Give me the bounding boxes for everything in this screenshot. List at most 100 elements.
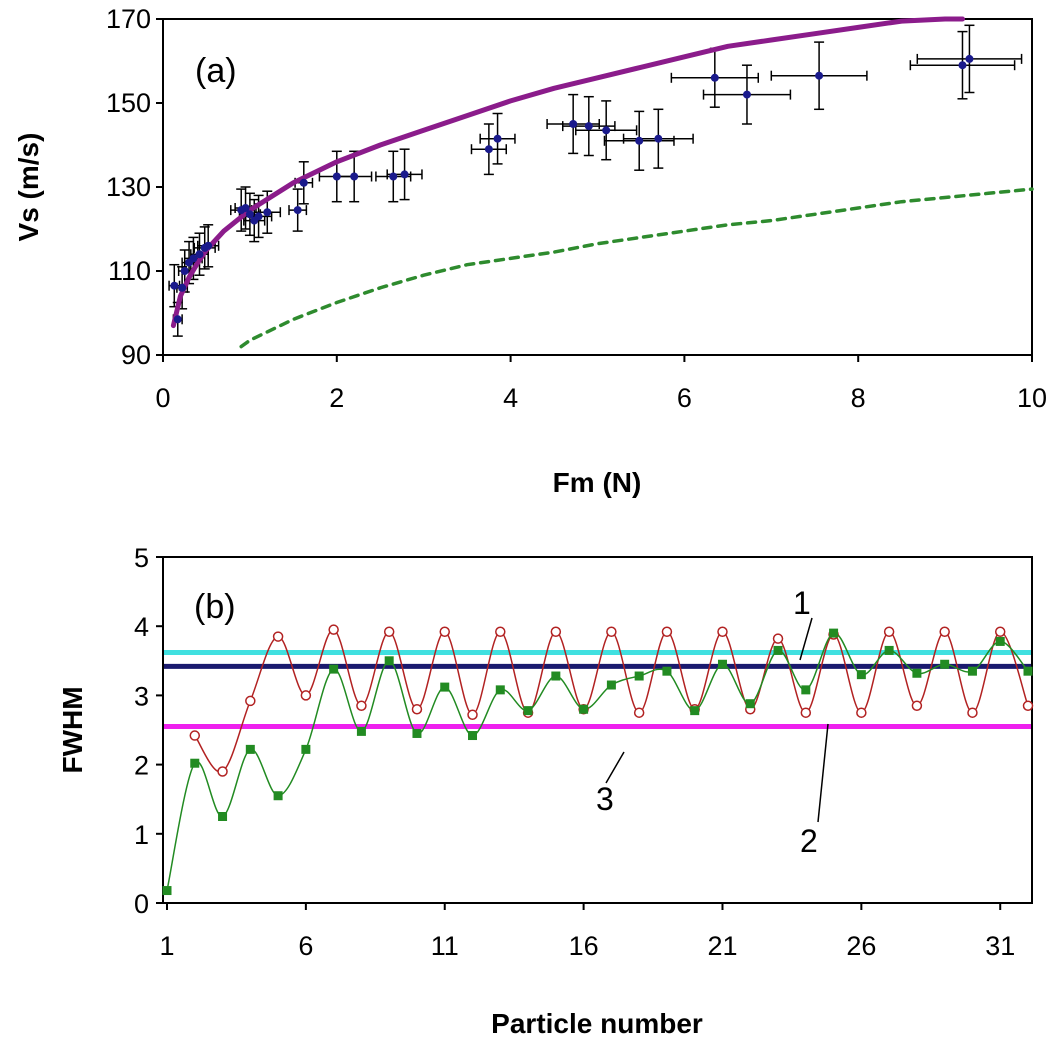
x-tick-label: 31	[985, 931, 1015, 961]
open-circle-marker	[550, 626, 562, 637]
x-tick-label: 11	[431, 931, 459, 961]
panel-a-label: (a)	[195, 52, 237, 90]
open-circle-marker	[967, 707, 978, 718]
square-marker	[912, 668, 922, 678]
data-point	[299, 178, 308, 187]
data-point	[332, 172, 341, 181]
data-point	[350, 172, 359, 181]
square-marker	[356, 726, 366, 736]
y-tick-label: 130	[106, 172, 151, 202]
annotation-1-leader	[799, 617, 813, 661]
y-tick-label: 0	[134, 889, 149, 919]
data-point	[484, 145, 493, 154]
open-circle-marker	[633, 707, 645, 718]
open-circle-marker	[356, 700, 367, 712]
open-circle-marker	[911, 700, 923, 712]
square-marker	[412, 728, 422, 738]
open-circle-marker	[661, 626, 673, 637]
square-marker	[745, 699, 755, 709]
square-marker	[523, 706, 533, 716]
data-point	[195, 250, 204, 259]
square-marker	[468, 731, 478, 741]
solid-model-curve	[170, 16, 965, 329]
square-marker	[273, 791, 283, 801]
x-tick-label: 8	[851, 383, 866, 413]
square-marker	[940, 659, 950, 669]
data-point	[189, 254, 198, 263]
data-point	[602, 126, 611, 135]
open-circle-marker	[856, 707, 867, 718]
square-marker	[662, 666, 672, 676]
open-circle-marker	[994, 626, 1006, 637]
square-marker	[967, 666, 977, 676]
x-tick-label: 21	[707, 931, 737, 961]
panel-a-x-axis-title: Fm (N)	[553, 467, 642, 498]
data-point	[965, 54, 974, 63]
data-point	[654, 134, 663, 143]
panel-b-label: (b)	[194, 588, 236, 626]
panel-b-y-axis-title: FWHM	[57, 686, 88, 773]
panel-a-x-ticks: 0 2 4 6 8 10	[155, 355, 1047, 413]
open-circle-marker	[467, 709, 478, 721]
open-circle-marker	[772, 633, 784, 644]
panel-a-y-ticks: 90 110 130 150 170	[106, 4, 163, 370]
annotation-2-label: 2	[800, 823, 818, 859]
square-marker	[329, 664, 339, 674]
panel-a: 90 110 130 150 170 0 2 4 6 8 10 (a) Fm (N) Vs (m/…	[13, 4, 1047, 498]
square-marker	[190, 758, 200, 768]
open-circle-marker	[217, 766, 228, 777]
data-point	[204, 241, 213, 250]
square-marker	[856, 670, 866, 680]
x-tick-label: 4	[503, 383, 518, 413]
panel-a-lines	[170, 16, 1034, 349]
square-marker	[773, 645, 783, 655]
square-marker	[218, 812, 228, 821]
data-point	[389, 172, 398, 181]
x-tick-label: 0	[155, 383, 170, 413]
panel-b-x-axis-title: Particle number	[491, 1008, 703, 1039]
data-point	[293, 206, 302, 215]
square-marker	[162, 886, 172, 896]
open-circle-marker	[439, 626, 450, 637]
data-point	[958, 61, 967, 70]
square-series-curve	[166, 632, 1029, 891]
open-circle-marker	[245, 695, 256, 707]
data-point	[263, 208, 272, 217]
data-point	[178, 283, 187, 292]
y-tick-label: 2	[134, 751, 149, 781]
x-tick-label: 6	[677, 383, 692, 413]
square-marker	[245, 744, 255, 754]
panel-a-y-axis-title: Vs (m/s)	[13, 133, 44, 242]
panel-b-y-ticks: 0 1 2 3 4 5	[134, 543, 163, 919]
square-marker	[717, 659, 727, 669]
data-point	[742, 90, 751, 99]
square-marker	[801, 685, 811, 695]
square-marker	[551, 671, 561, 681]
y-tick-label: 1	[134, 820, 149, 850]
open-circle-marker	[495, 626, 506, 637]
data-point	[569, 120, 578, 128]
square-marker	[829, 628, 839, 638]
square-marker	[440, 682, 450, 692]
open-circle-marker	[328, 624, 339, 635]
y-tick-label: 90	[121, 340, 151, 370]
open-circle-marker	[272, 631, 284, 642]
y-tick-label: 4	[134, 612, 149, 642]
x-tick-label: 10	[1017, 383, 1047, 413]
y-tick-label: 150	[106, 88, 151, 118]
y-tick-label: 3	[134, 681, 149, 711]
y-tick-label: 170	[106, 4, 151, 34]
square-marker	[495, 685, 505, 695]
open-circle-marker	[189, 730, 201, 741]
square-marker	[634, 671, 644, 681]
open-circle-marker	[883, 626, 895, 637]
data-point	[173, 315, 182, 324]
data-point	[710, 73, 719, 82]
panel-b-annotations: 1 2 3	[596, 585, 829, 859]
data-point	[584, 122, 593, 131]
dashed-model-curve	[239, 187, 1034, 349]
square-marker	[301, 744, 311, 754]
panel-b-points	[162, 624, 1034, 896]
